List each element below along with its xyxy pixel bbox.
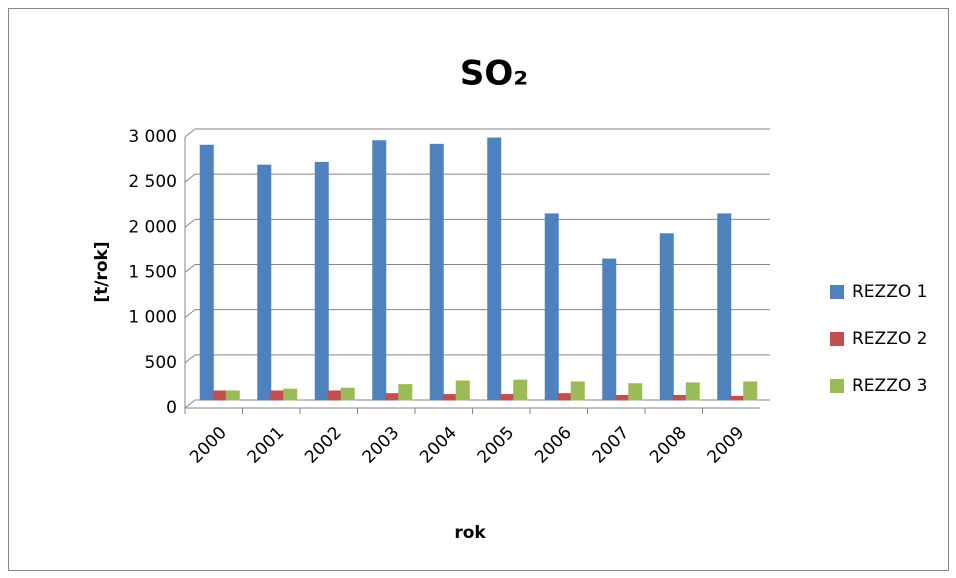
grid-line <box>184 354 196 364</box>
bar <box>487 137 502 401</box>
chart-title: SO₂ <box>460 54 528 94</box>
legend-label: REZZO 1 <box>852 282 927 302</box>
bar <box>340 387 355 401</box>
y-tick-label: 2 000 <box>128 217 177 237</box>
legend-label: REZZO 3 <box>852 376 927 396</box>
grid-line <box>184 218 196 228</box>
bar <box>283 388 298 401</box>
legend-swatch <box>830 285 844 299</box>
y-tick-label: 2 500 <box>128 172 177 192</box>
grid-line <box>184 173 196 183</box>
bar <box>442 394 457 401</box>
bar <box>743 381 758 401</box>
bar <box>314 161 329 401</box>
grid-line <box>184 399 196 409</box>
legend-swatch <box>830 332 844 346</box>
bar <box>212 390 227 401</box>
bar <box>385 393 400 401</box>
y-tick-label: 1 000 <box>128 308 177 328</box>
bar <box>659 233 674 401</box>
bar <box>225 390 240 401</box>
bar <box>602 258 617 401</box>
bar <box>429 143 444 401</box>
legend-label: REZZO 2 <box>852 329 927 349</box>
bar <box>257 164 272 401</box>
y-tick-label: 3 000 <box>128 127 177 147</box>
bar <box>270 390 285 401</box>
bar <box>327 390 342 401</box>
y-tick-label: 1 500 <box>128 263 177 283</box>
chart-frame <box>8 8 949 571</box>
bar <box>372 140 387 401</box>
bar <box>717 213 732 401</box>
grid-line <box>184 128 196 138</box>
bar <box>544 213 559 401</box>
y-tick-label: 0 <box>166 398 177 418</box>
bar <box>398 384 413 401</box>
bar <box>628 383 643 401</box>
bar <box>730 395 745 401</box>
x-axis-title: rok <box>454 523 486 543</box>
grid-line <box>184 264 196 273</box>
legend-swatch <box>830 379 844 393</box>
bar <box>199 144 214 401</box>
bar <box>557 393 572 401</box>
bar <box>672 394 687 401</box>
bar <box>455 380 470 401</box>
y-axis-title: [t/rok] <box>92 241 112 302</box>
bar <box>500 394 515 401</box>
y-tick-label: 500 <box>145 353 177 373</box>
bar <box>570 381 585 401</box>
bar <box>615 394 630 401</box>
bar <box>513 379 528 401</box>
bar <box>685 382 700 401</box>
grid-line <box>184 309 196 319</box>
